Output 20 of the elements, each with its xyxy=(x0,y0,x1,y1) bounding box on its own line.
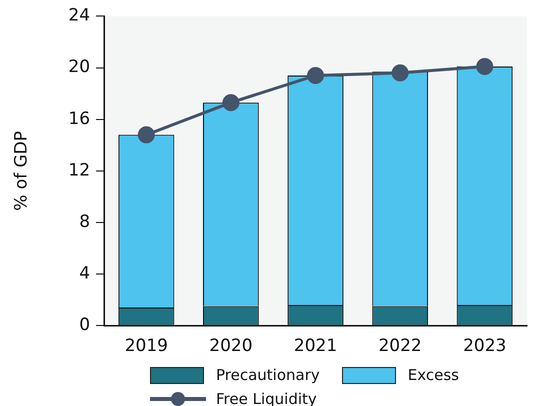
y-tick-label: 8 xyxy=(79,212,90,232)
x-tick-label: 2022 xyxy=(378,336,422,356)
point xyxy=(307,67,324,84)
point xyxy=(476,58,494,75)
point xyxy=(222,94,240,112)
y-tick-label: 0 xyxy=(79,315,90,336)
y-axis-title: % of GDP xyxy=(12,130,32,211)
point xyxy=(138,126,155,144)
y-tick-label: 24 xyxy=(68,6,90,26)
legend-label: Excess xyxy=(408,366,459,384)
x-tick-label: 2019 xyxy=(124,336,168,356)
y-tick-label: 16 xyxy=(68,108,90,129)
point xyxy=(392,64,409,82)
y-tick-label: 4 xyxy=(79,263,90,284)
x-tick-label: 2020 xyxy=(209,336,253,356)
y-tick-label: 20 xyxy=(68,57,90,78)
y-tick-label: 12 xyxy=(68,160,90,180)
legend-label: Precautionary xyxy=(216,366,320,384)
x-tick-label: 2021 xyxy=(294,336,338,356)
x-tick-label: 2023 xyxy=(463,336,506,356)
